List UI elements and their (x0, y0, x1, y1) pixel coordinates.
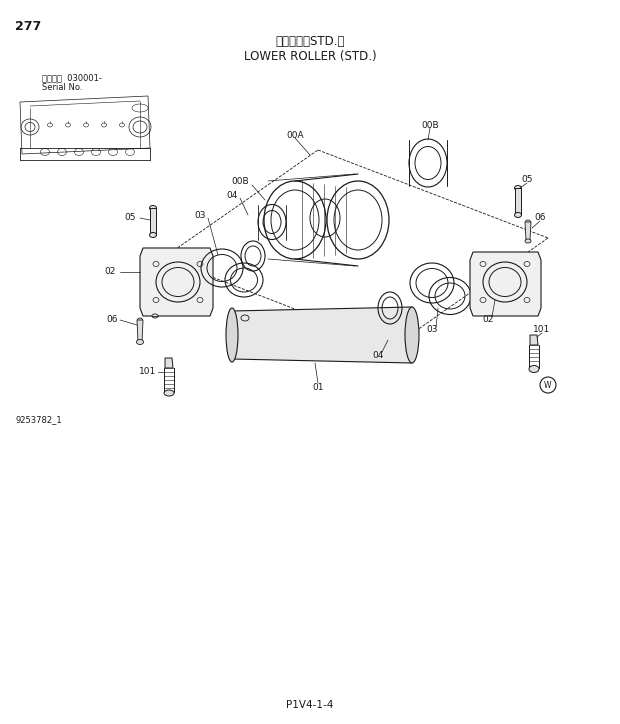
Ellipse shape (149, 232, 156, 237)
Ellipse shape (529, 366, 539, 373)
Text: 下ローラ（STD.）: 下ローラ（STD.） (275, 35, 345, 48)
Ellipse shape (525, 239, 531, 243)
Polygon shape (137, 320, 143, 342)
Polygon shape (515, 188, 521, 215)
Polygon shape (530, 335, 538, 345)
Text: 04: 04 (373, 350, 384, 360)
Text: 06: 06 (106, 316, 118, 324)
Text: W: W (544, 381, 552, 390)
Text: 02: 02 (104, 267, 116, 277)
Polygon shape (232, 307, 412, 363)
Ellipse shape (405, 307, 419, 363)
Polygon shape (140, 248, 213, 316)
Ellipse shape (164, 390, 174, 396)
Text: Serial No.: Serial No. (42, 83, 82, 92)
Text: 277: 277 (15, 20, 42, 33)
Text: LOWER ROLLER (STD.): LOWER ROLLER (STD.) (244, 50, 376, 63)
Text: 03: 03 (427, 326, 438, 334)
Text: 06: 06 (534, 214, 546, 222)
Polygon shape (20, 96, 150, 154)
Ellipse shape (149, 206, 156, 211)
Text: 適用機種  030001-: 適用機種 030001- (42, 73, 102, 82)
Text: P1V4-1-4: P1V4-1-4 (286, 700, 334, 710)
Ellipse shape (138, 318, 143, 322)
Text: 00B: 00B (231, 177, 249, 187)
Ellipse shape (526, 220, 531, 224)
Ellipse shape (515, 213, 521, 217)
Text: 01: 01 (312, 384, 324, 392)
Text: 03: 03 (194, 211, 206, 219)
Text: 00A: 00A (286, 130, 304, 140)
Text: 101: 101 (140, 368, 157, 376)
Ellipse shape (515, 185, 521, 190)
Text: 05: 05 (521, 175, 533, 185)
Text: 101: 101 (533, 326, 551, 334)
Text: 9253782_1: 9253782_1 (15, 415, 61, 424)
Text: 04: 04 (226, 190, 237, 200)
Text: 00B: 00B (421, 120, 439, 130)
Ellipse shape (226, 308, 238, 362)
Polygon shape (150, 208, 156, 235)
Text: 02: 02 (482, 316, 494, 324)
Text: 05: 05 (124, 214, 136, 222)
Polygon shape (525, 222, 531, 240)
Ellipse shape (136, 340, 143, 345)
Polygon shape (470, 252, 541, 316)
Polygon shape (165, 358, 173, 368)
Ellipse shape (152, 314, 158, 318)
